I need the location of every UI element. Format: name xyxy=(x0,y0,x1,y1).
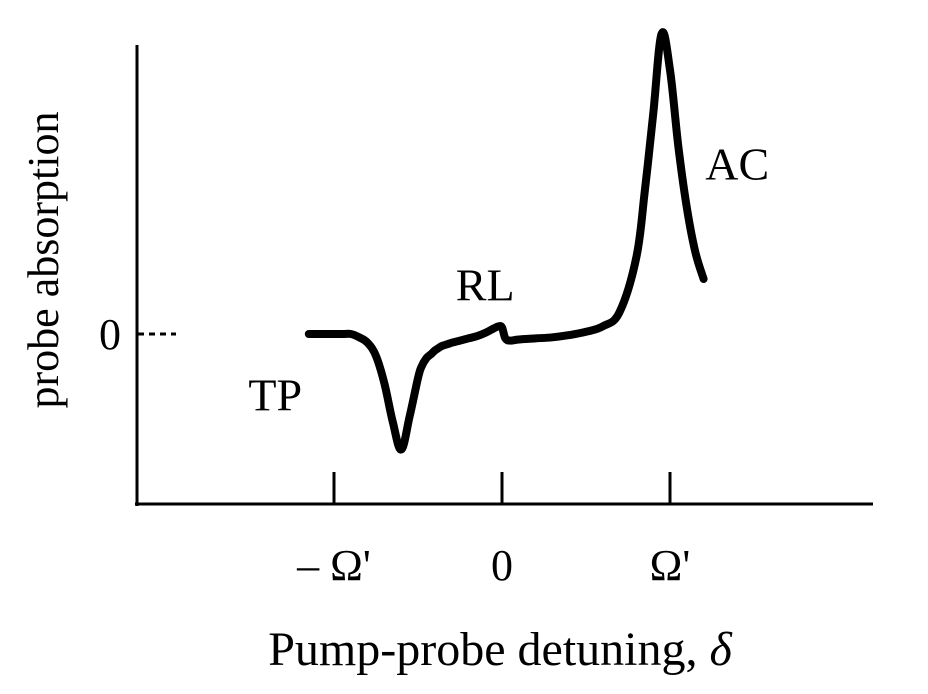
x-axis-label: Pump-probe detuning, δ xyxy=(268,623,732,676)
annotation-rl: RL xyxy=(456,260,515,311)
x-tick-label: 0 xyxy=(491,541,513,590)
x-tick-label: – Ω' xyxy=(296,541,371,590)
absorption-curve xyxy=(304,28,708,454)
y-tick-label: 0 xyxy=(99,310,121,359)
y-axis-label: probe absorption xyxy=(19,112,68,409)
annotation-ac: AC xyxy=(705,139,769,190)
x-axis-label-text: Pump-probe detuning, xyxy=(268,623,709,676)
x-tick-label: Ω' xyxy=(650,541,691,590)
annotation-tp: TP xyxy=(248,370,302,421)
delta-symbol: δ xyxy=(709,623,732,676)
